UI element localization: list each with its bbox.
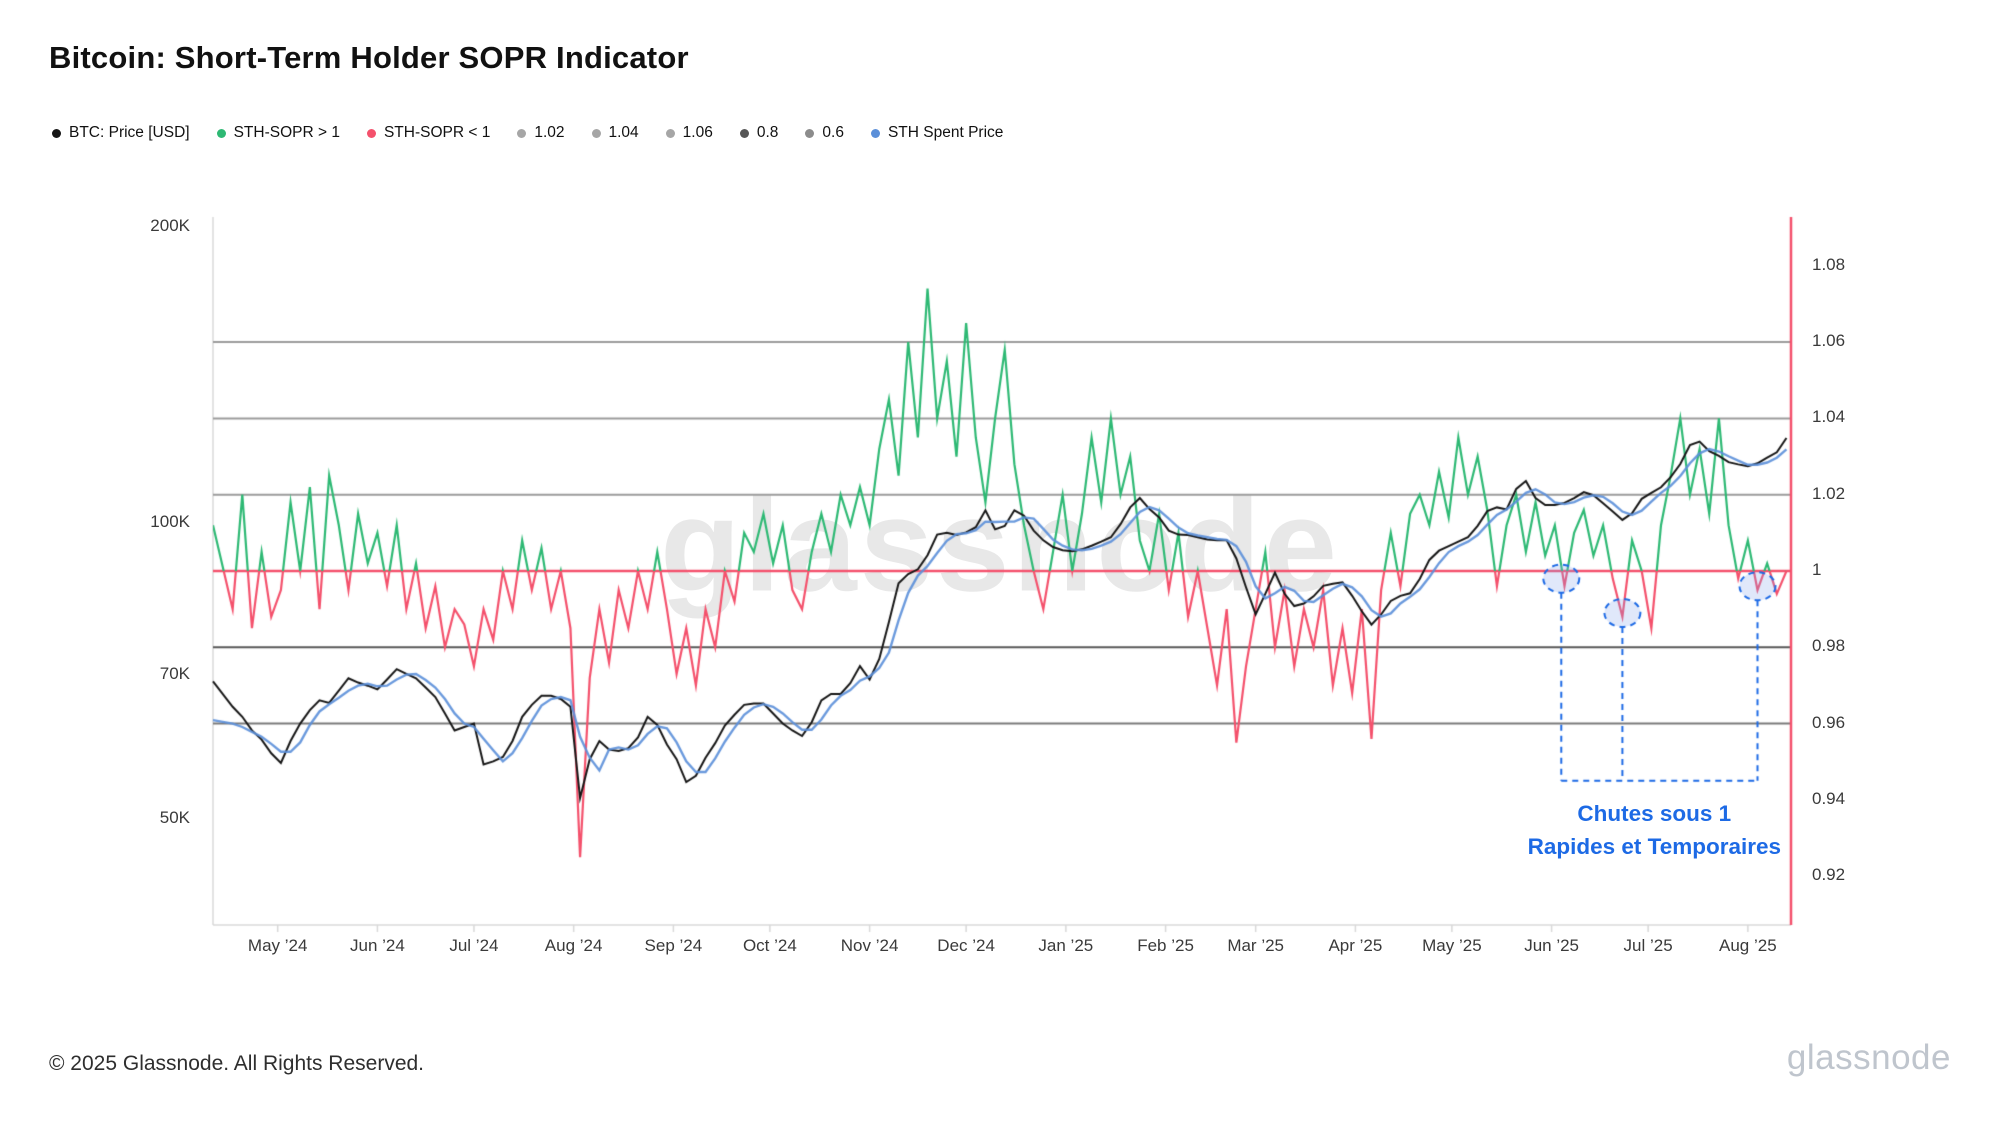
x-axis-month-tick: Apr ’25 — [1328, 936, 1383, 955]
y-axis-right-tick: 1.08 — [1812, 254, 1846, 274]
x-axis-month-tick: Jun ’24 — [349, 936, 405, 955]
y-axis-left-tick: 50K — [159, 807, 190, 827]
y-axis-left-tick: 200K — [150, 216, 190, 235]
copyright-text: © 2025 Glassnode. All Rights Reserved. — [49, 1052, 425, 1075]
y-axis-right-tick: 1.04 — [1812, 407, 1846, 427]
annotation-line-2: Rapides et Temporaires — [1527, 834, 1781, 859]
x-axis-month-tick: Mar ’25 — [1227, 936, 1284, 955]
x-axis-month-tick: Oct ’24 — [742, 936, 797, 955]
glassnode-logo: glassnode — [1786, 1038, 1951, 1077]
x-axis-month-tick: Jan ’25 — [1038, 936, 1094, 955]
y-axis-right-tick: 0.98 — [1812, 636, 1846, 656]
y-axis-right-tick: 0.92 — [1812, 865, 1846, 885]
x-axis-month-tick: May ’24 — [247, 936, 308, 955]
y-axis-right-tick: 1.06 — [1812, 331, 1846, 351]
x-axis-month-tick: Jul ’25 — [1623, 936, 1673, 955]
x-axis-month-tick: Sep ’24 — [644, 936, 703, 955]
x-axis-month-tick: Jul ’24 — [449, 936, 499, 955]
y-axis-right-tick: 0.96 — [1812, 712, 1846, 732]
y-axis-left-tick: 70K — [159, 664, 190, 684]
annotation-callout-text: Chutes sous 1 Rapides et Temporaires — [1528, 797, 1781, 863]
y-axis-right-tick: 1 — [1812, 560, 1822, 579]
y-axis-left-tick: 100K — [150, 511, 190, 531]
x-axis-month-tick: Jun ’25 — [1524, 936, 1580, 955]
x-axis-month-tick: Dec ’24 — [937, 936, 995, 955]
x-axis-month-tick: May ’25 — [1422, 936, 1482, 955]
x-axis-month-tick: Aug ’24 — [544, 936, 603, 955]
x-axis-month-tick: Nov ’24 — [840, 936, 899, 955]
y-axis-right-tick: 1.02 — [1812, 483, 1846, 503]
x-axis-month-tick: Feb ’25 — [1137, 936, 1194, 955]
y-axis-right-tick: 0.94 — [1812, 788, 1846, 808]
x-axis-month-tick: Aug ’25 — [1719, 936, 1777, 955]
annotation-line-1: Chutes sous 1 — [1577, 801, 1732, 826]
